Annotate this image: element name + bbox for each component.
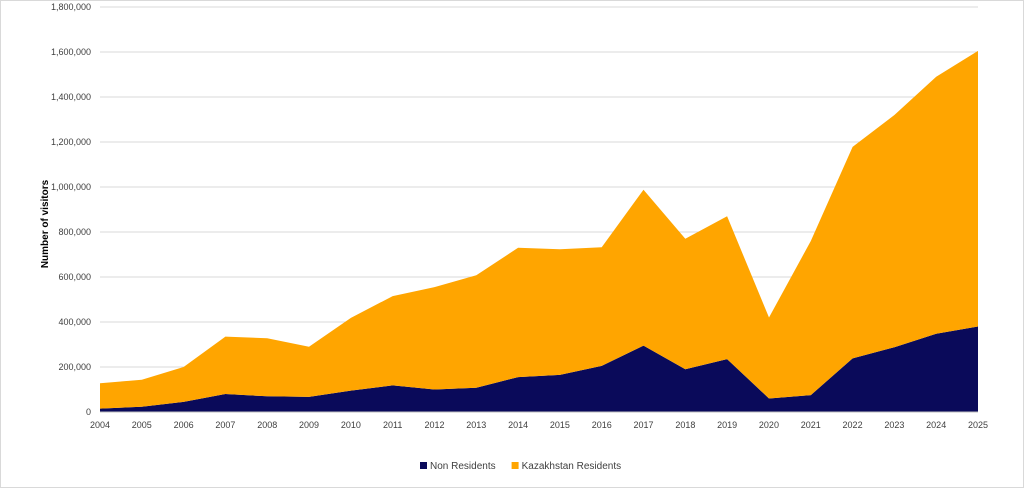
x-tick-label: 2014 bbox=[508, 420, 528, 430]
legend-label-kazakhstan-residents: Kazakhstan Residents bbox=[522, 461, 622, 472]
x-tick-label: 2010 bbox=[341, 420, 361, 430]
area-series-non-residents bbox=[100, 326, 978, 412]
x-tick-label: 2011 bbox=[383, 420, 402, 430]
y-tick-label: 200,000 bbox=[58, 362, 91, 372]
x-tick-label: 2004 bbox=[90, 420, 110, 430]
legend-swatch-kazakhstan-residents bbox=[511, 462, 519, 469]
x-tick-label: 2020 bbox=[759, 420, 779, 430]
x-tick-label: 2025 bbox=[968, 420, 988, 430]
y-tick-label: 0 bbox=[86, 407, 91, 417]
x-tick-label: 2016 bbox=[592, 420, 612, 430]
area-series-kazakhstan-residents bbox=[100, 50, 978, 409]
x-tick-label: 2008 bbox=[257, 420, 277, 430]
x-tick-label: 2019 bbox=[717, 420, 737, 430]
y-axis-label: Number of visitors bbox=[40, 179, 51, 268]
y-tick-label: 1,000,000 bbox=[51, 182, 91, 192]
x-tick-label: 2021 bbox=[801, 420, 821, 430]
x-tick-label: 2006 bbox=[174, 420, 194, 430]
x-tick-label: 2022 bbox=[843, 420, 863, 430]
y-tick-label: 1,600,000 bbox=[51, 47, 91, 57]
x-tick-label: 2023 bbox=[884, 420, 904, 430]
y-axis-ticks: 0 200,000 400,000 600,000 800,000 1,000,000 1,… bbox=[51, 2, 91, 417]
x-tick-label: 2015 bbox=[550, 420, 570, 430]
legend-swatch-non-residents bbox=[420, 462, 427, 469]
y-tick-label: 600,000 bbox=[58, 272, 91, 282]
x-tick-label: 2013 bbox=[466, 420, 486, 430]
y-tick-label: 1,200,000 bbox=[51, 137, 91, 147]
y-tick-label: 1,400,000 bbox=[51, 92, 91, 102]
x-axis-ticks: 2004 2005 2006 2007 2008 2009 2010 2011 2012 2013… bbox=[90, 420, 988, 430]
x-tick-label: 2009 bbox=[299, 420, 319, 430]
x-tick-label: 2018 bbox=[675, 420, 695, 430]
x-tick-label: 2005 bbox=[132, 420, 152, 430]
y-tick-label: 1,800,000 bbox=[51, 2, 91, 12]
y-tick-label: 400,000 bbox=[58, 317, 91, 327]
y-tick-label: 800,000 bbox=[58, 227, 91, 237]
x-tick-label: 2017 bbox=[634, 420, 654, 430]
area-series bbox=[100, 50, 978, 412]
x-tick-label: 2012 bbox=[424, 420, 444, 430]
legend-label-non-residents: Non Residents bbox=[430, 461, 496, 472]
x-tick-label: 2024 bbox=[926, 420, 946, 430]
x-tick-label: 2007 bbox=[215, 420, 235, 430]
legend: Non Residents Kazakhstan Residents bbox=[420, 461, 621, 472]
